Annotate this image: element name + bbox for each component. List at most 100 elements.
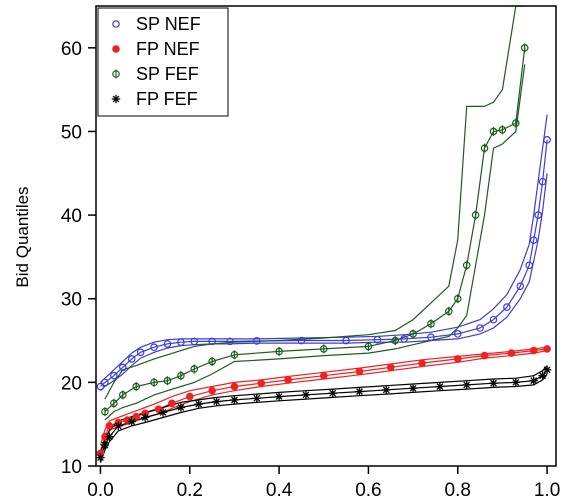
- fp-nef-point: [453, 355, 462, 363]
- legend-label-fp-fef: FP FEF: [136, 89, 198, 109]
- sp-fef-point: [462, 260, 471, 270]
- legend-item-fp-nef: FP NEF: [112, 39, 200, 59]
- sp-fef-point: [489, 126, 498, 136]
- fp-nef-line: [99, 348, 548, 454]
- fp-nef-upper-band: [99, 346, 548, 446]
- y-axis: 10 20 30 40 50 60: [61, 39, 96, 478]
- legend: SP NEF FP NEF SP FEF FP FEF: [97, 7, 229, 117]
- sp-fef-lower-band: [104, 64, 526, 421]
- y-axis-label: Bid Quantiles: [13, 186, 32, 287]
- sp-nef-point: [226, 337, 234, 346]
- sp-nef-point: [543, 136, 551, 144]
- legend-marker-fp-fef: [111, 94, 121, 104]
- sp-nef-point: [529, 236, 538, 244]
- sp-fef-point: [319, 344, 328, 354]
- legend-item-fp-fef: FP FEF: [111, 89, 198, 109]
- sp-nef-lower-band: [100, 173, 548, 392]
- fp-fef-point: [230, 395, 239, 405]
- sp-nef-point: [150, 343, 158, 352]
- sp-fef-point: [230, 350, 239, 360]
- fp-nef-point: [507, 349, 516, 357]
- y-tick-label: 50: [61, 122, 82, 143]
- fp-fef-point: [529, 376, 538, 385]
- plot-frame: [95, 5, 557, 467]
- sp-nef-point: [400, 335, 408, 343]
- fp-fef-point: [408, 384, 418, 393]
- sp-fef-point: [118, 390, 127, 400]
- legend-item-sp-nef: SP NEF: [112, 14, 201, 34]
- y-tick-label: 60: [61, 39, 82, 60]
- fp-fef-point: [511, 378, 521, 387]
- fp-fef-point: [114, 421, 123, 431]
- sp-nef-point: [177, 338, 185, 347]
- fp-fef-point: [462, 380, 471, 390]
- fp-nef-point: [168, 399, 176, 408]
- fp-fef-point: [355, 387, 364, 396]
- sp-nef-line: [100, 139, 548, 387]
- legend-box: [97, 7, 229, 117]
- sp-fef-point: [453, 294, 462, 304]
- sp-nef-point: [101, 378, 109, 387]
- sp-fef-point: [427, 319, 435, 329]
- fp-fef-point: [301, 390, 311, 400]
- sp-fef-point: [150, 377, 158, 387]
- sp-nef-point: [534, 211, 542, 219]
- sp-nef-point: [190, 337, 199, 346]
- fp-nef-point: [257, 379, 266, 388]
- fp-fef-point: [252, 394, 261, 403]
- fp-nef-lower-band: [99, 350, 548, 460]
- fp-nef-point: [418, 359, 426, 367]
- y-tick-label: 40: [61, 206, 82, 227]
- sp-fef-upper-band: [104, 6, 525, 400]
- legend-label-sp-fef: SP FEF: [136, 64, 199, 84]
- fp-nef-point: [230, 382, 239, 391]
- x-axis: 0.0 0.2 0.4 0.6 0.8 1.0: [87, 466, 560, 499]
- sp-nef-point: [118, 363, 127, 372]
- sp-fef-point: [498, 125, 507, 135]
- fp-nef-point: [529, 346, 538, 355]
- fp-fef-point: [127, 417, 136, 426]
- fp-fef-point: [100, 440, 110, 450]
- fp-fef-point: [194, 399, 203, 409]
- fp-nef-point: [208, 386, 216, 395]
- sp-fef-point: [471, 210, 480, 220]
- sp-fef-point: [177, 371, 185, 381]
- legend-marker-fp-nef: [112, 45, 120, 53]
- y-tick-label: 30: [61, 290, 82, 311]
- sp-fef-point: [409, 329, 417, 339]
- x-tick-label: 0.0: [87, 480, 113, 499]
- x-tick-label: 1.0: [534, 480, 560, 499]
- x-tick-label: 0.4: [266, 480, 293, 499]
- x-tick-label: 0.2: [177, 480, 203, 499]
- sp-nef-point: [163, 340, 172, 348]
- sp-nef-point: [427, 333, 435, 342]
- fp-fef-point: [158, 408, 168, 417]
- sp-nef-point: [136, 348, 145, 357]
- sp-nef-point: [516, 282, 525, 290]
- fp-nef-point: [480, 351, 489, 360]
- fp-fef-lower-band: [99, 373, 548, 463]
- sp-fef-point: [110, 398, 118, 408]
- sp-fef-point: [445, 306, 453, 316]
- fp-nef-point: [154, 405, 163, 413]
- fp-fef-point: [96, 453, 105, 462]
- sp-nef-point: [453, 330, 462, 338]
- fp-nef-point: [132, 412, 140, 421]
- legend-marker-sp-fef: [112, 69, 120, 79]
- legend-label-sp-nef: SP NEF: [136, 14, 201, 34]
- sp-fef-point: [275, 346, 283, 356]
- sp-nef-point: [525, 261, 534, 270]
- fp-fef-point: [176, 403, 186, 412]
- sp-nef-upper-band: [100, 114, 548, 383]
- x-tick-label: 0.8: [445, 480, 471, 499]
- sp-fef-point: [480, 143, 489, 153]
- sp-fef-point: [520, 43, 529, 53]
- sp-fef-point: [391, 336, 400, 346]
- fp-nef-point: [386, 363, 395, 372]
- legend-item-sp-fef: SP FEF: [112, 64, 199, 84]
- sp-nef-point: [127, 355, 136, 363]
- legend-marker-sp-nef: [112, 20, 120, 28]
- fp-fef-point: [212, 397, 221, 406]
- sp-nef-point: [342, 336, 350, 345]
